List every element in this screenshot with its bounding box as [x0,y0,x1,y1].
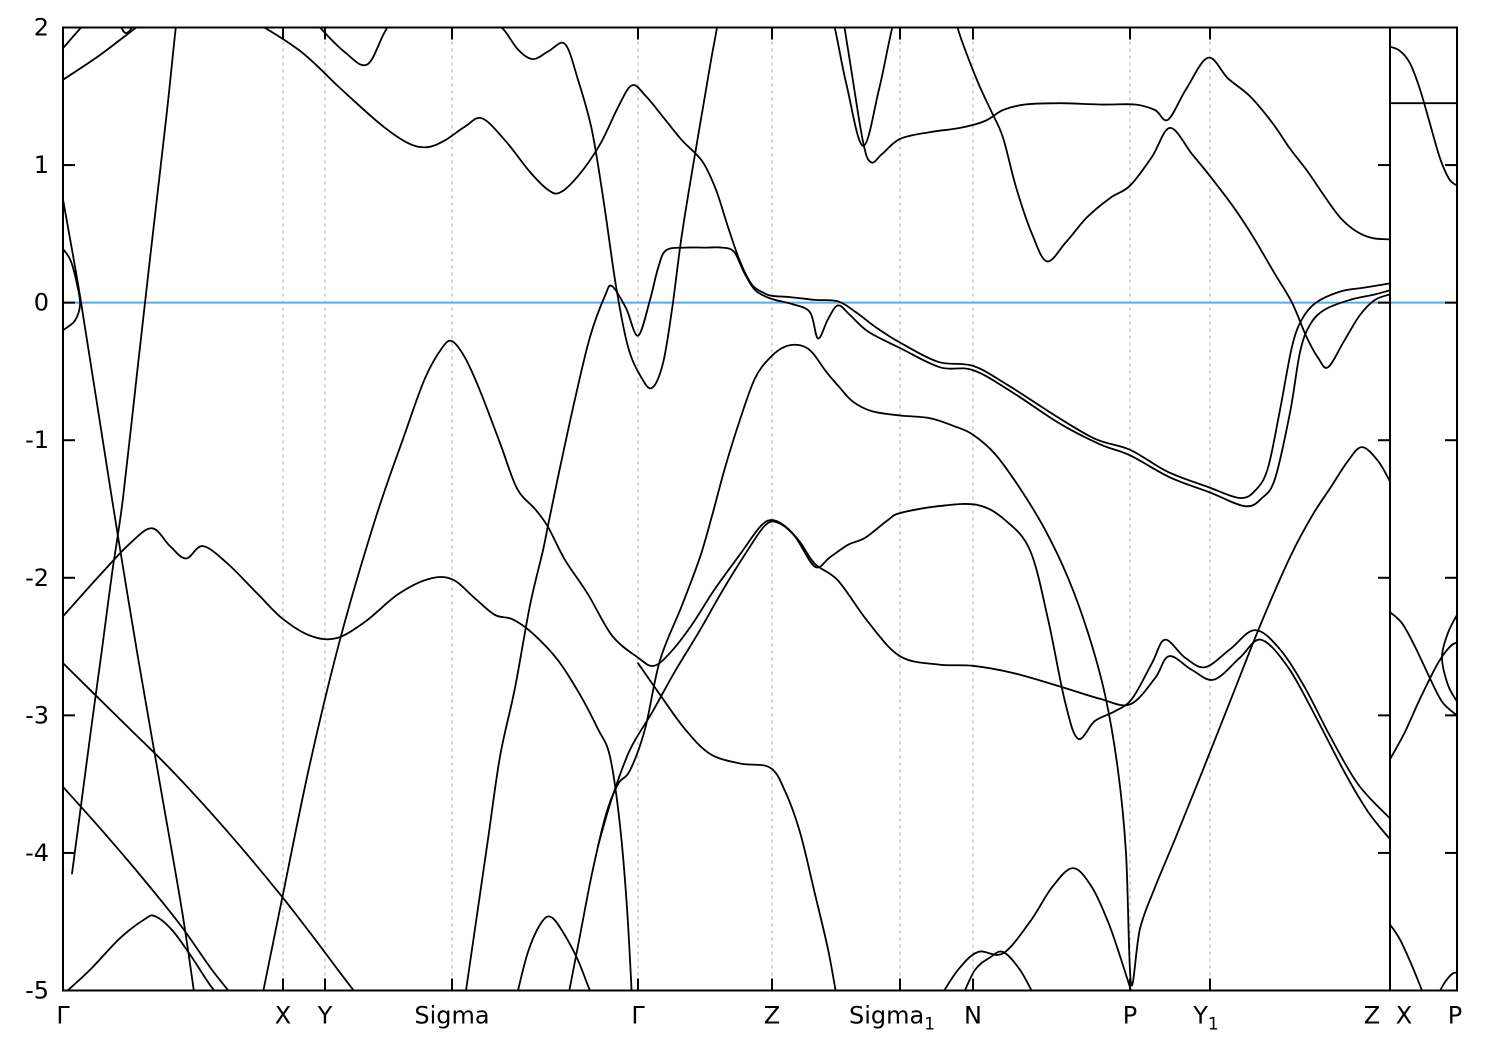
band-curve [465,246,1391,991]
band-curve [637,662,837,991]
band-curve [1389,45,1457,187]
y-tick-label: -3 [25,701,49,729]
band-curve [568,343,1391,991]
kpoint-label: X [275,1002,291,1030]
band-curve [1389,923,1423,991]
y-tick-label: 2 [34,14,49,42]
band-curve [1389,611,1457,717]
band-curve [843,27,1391,241]
band-curve [63,527,633,991]
band-curve [1441,614,1457,703]
band-curve [262,339,1391,991]
band-curve [63,785,230,991]
band-curve [517,915,592,991]
kpoint-label: Γ [56,1002,70,1030]
band-curve [597,503,1391,847]
kpoint-label: Z [1364,1002,1380,1030]
y-tick-label: -2 [25,564,49,592]
band-curve [943,867,1132,991]
y-tick-label: 1 [34,151,49,179]
side-panel-border [1389,26,1458,992]
band-curve [1389,641,1457,761]
y-tick-label: -1 [25,426,49,454]
band-curve [63,27,1391,390]
kpoint-label: Y [317,1002,333,1030]
band-curve [71,27,177,875]
band-curve [63,198,195,991]
y-tick-label: -5 [25,977,49,1005]
y-tick-label: 0 [34,289,49,317]
kpoint-label: P [1123,1002,1137,1030]
band-curve [63,248,82,332]
kpoint-label: Z [764,1002,780,1030]
band-curve [66,914,216,991]
band-curve [1439,971,1457,991]
band-curve [963,950,1033,991]
band-curve [63,662,355,991]
kpoint-label: N [964,1002,982,1030]
kpoint-label: Sigma [414,1002,489,1030]
y-tick-label: -4 [25,839,49,867]
kpoint-label: P [1448,1002,1462,1030]
kpoint-label: X [1396,1002,1412,1030]
kpoint-label: Γ [631,1002,645,1030]
kpoint-label: Sigma1 [849,1002,935,1035]
